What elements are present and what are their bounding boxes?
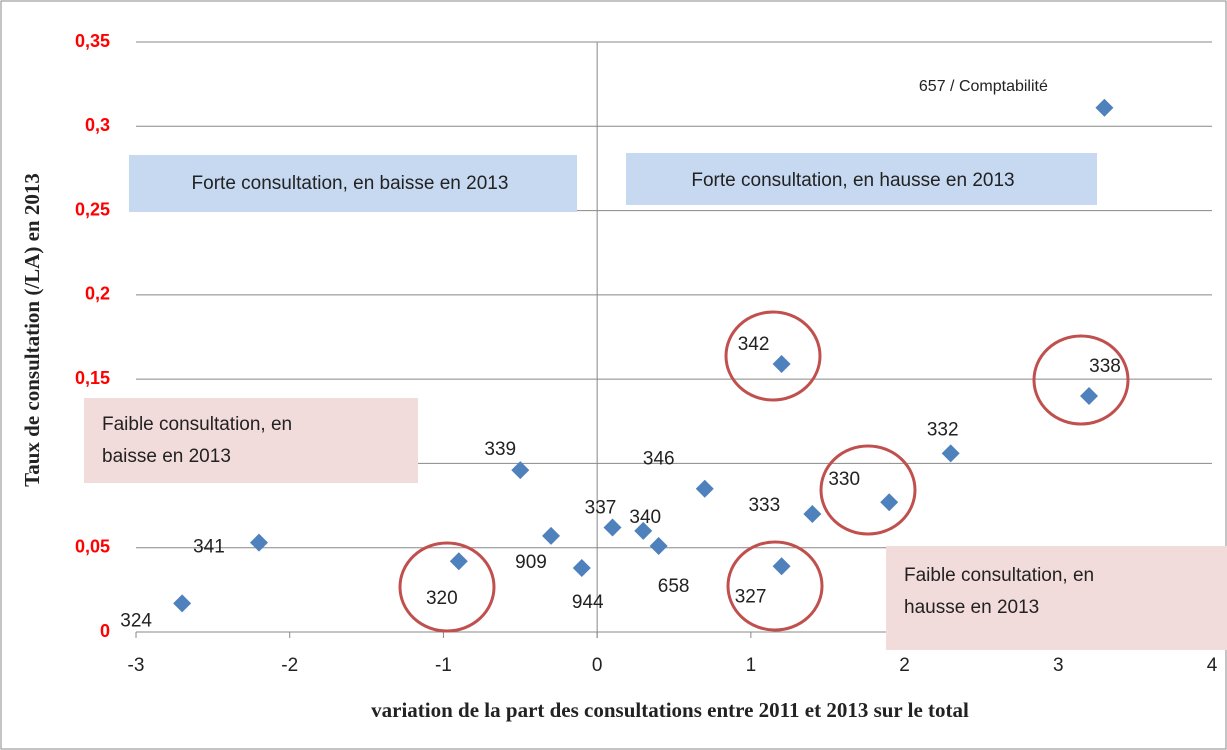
x-tick-label: 2 xyxy=(899,655,910,676)
point xyxy=(449,552,468,571)
annotation-box xyxy=(886,546,1227,650)
annotation-box xyxy=(129,155,577,212)
point xyxy=(803,505,822,523)
point-label: 330 xyxy=(828,469,860,490)
point-label: 341 xyxy=(193,537,225,558)
point xyxy=(634,521,653,540)
point-label: 340 xyxy=(629,507,661,528)
point xyxy=(695,479,714,498)
y-tick-label: 0,15 xyxy=(75,368,110,388)
point-label: 327 xyxy=(735,586,767,607)
annotation: hausse en 2013 xyxy=(904,597,1039,618)
point xyxy=(772,354,791,373)
annotation-box xyxy=(84,398,418,483)
x-tick-label: -3 xyxy=(128,655,145,676)
point-label: 909 xyxy=(515,552,547,573)
highlight-circle xyxy=(1032,334,1130,426)
point-label: 324 xyxy=(120,610,152,631)
y-tick-label: 0,25 xyxy=(75,199,110,219)
x-tick-label: -1 xyxy=(435,655,452,676)
x-tick-label: 1 xyxy=(746,655,757,676)
x-tick-label: 0 xyxy=(592,655,603,676)
point-label: 338 xyxy=(1089,356,1121,377)
y-tick-label: 0 xyxy=(100,621,110,641)
highlight-circle xyxy=(724,310,822,402)
x-tick-label: 4 xyxy=(1207,655,1218,676)
annotation: Forte consultation, en baisse en 2013 xyxy=(192,173,509,194)
point-label: 944 xyxy=(572,592,604,613)
y-tick-label: 0,05 xyxy=(75,536,110,556)
point-label: 658 xyxy=(658,576,690,597)
point xyxy=(511,461,530,480)
y-axis-title: Taux de consultation (/LA) en 2013 xyxy=(20,173,44,487)
point xyxy=(649,537,668,556)
point xyxy=(941,444,960,463)
annotation: Forte consultation, en hausse en 2013 xyxy=(691,170,1014,191)
annotation-box xyxy=(626,153,1097,205)
y-tick-label: 0,3 xyxy=(85,115,110,135)
point xyxy=(173,594,192,613)
y-tick-label: 0,35 xyxy=(75,31,110,51)
highlight-circle xyxy=(819,444,917,536)
x-tick-label: -2 xyxy=(281,655,298,676)
annotation: Faible consultation, en xyxy=(102,414,292,435)
annotation: Faible consultation, en xyxy=(904,565,1094,586)
point-label: 337 xyxy=(585,498,617,519)
point xyxy=(880,493,899,512)
point xyxy=(1080,387,1099,405)
point xyxy=(249,533,268,552)
point-label: 346 xyxy=(643,449,675,470)
point-label: 332 xyxy=(927,419,959,440)
point xyxy=(772,557,791,576)
point-label: 339 xyxy=(484,439,516,460)
point-label: 320 xyxy=(426,588,458,609)
point xyxy=(572,558,591,577)
x-tick-label: 3 xyxy=(1053,655,1064,676)
point xyxy=(542,526,561,545)
y-tick-label: 0,2 xyxy=(85,284,110,304)
highlight-circle xyxy=(726,540,824,632)
point xyxy=(1095,98,1114,117)
point-label: 657 / Comptabilité xyxy=(919,78,1048,95)
annotation: baisse en 2013 xyxy=(102,446,231,467)
point xyxy=(603,518,622,537)
point-label: 342 xyxy=(738,334,770,355)
point-label: 333 xyxy=(748,495,780,516)
highlight-circle xyxy=(398,541,496,633)
x-axis-title: variation de la part des consultations e… xyxy=(371,698,969,722)
